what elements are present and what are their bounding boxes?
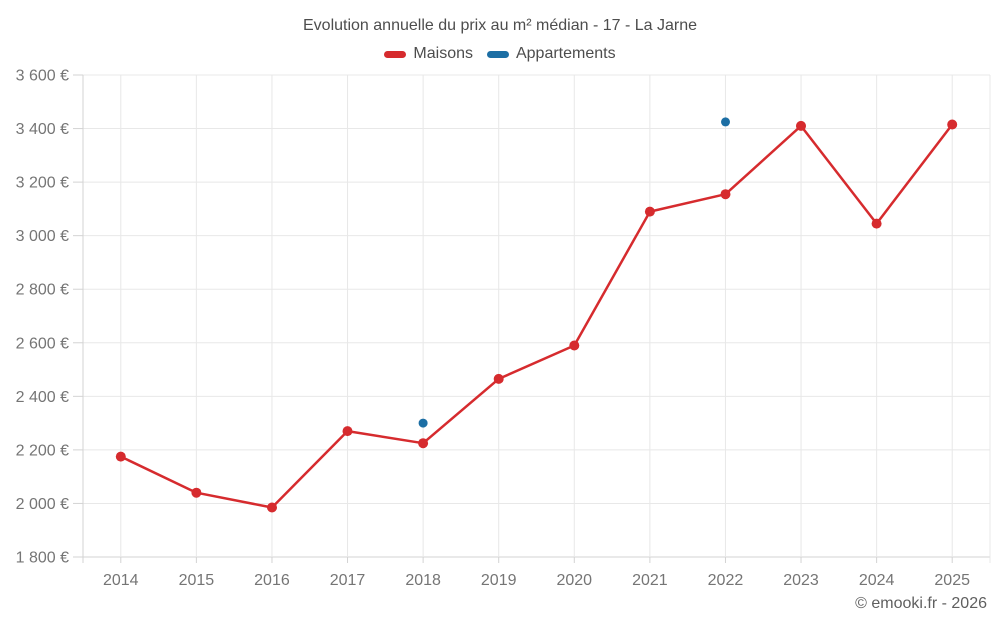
y-axis-label: 2 800 € [16, 282, 69, 299]
data-point-maisons-2015[interactable] [191, 487, 202, 498]
series-line-maisons [119, 123, 954, 509]
y-axis-label: 3 000 € [16, 228, 69, 245]
data-point-maisons-2017[interactable] [342, 426, 353, 437]
credit-text: © emooki.fr - 2026 [855, 595, 987, 612]
y-axis-label: 2 400 € [16, 389, 69, 406]
data-point-maisons-2014[interactable] [115, 451, 126, 462]
data-point-maisons-2024[interactable] [871, 218, 882, 229]
chart-title: Evolution annuelle du prix au m² médian … [303, 17, 697, 34]
x-axis-label: 2015 [179, 572, 215, 589]
y-axis-label: 3 400 € [16, 121, 69, 138]
legend-label-maisons: Maisons [413, 45, 473, 62]
x-axis-label: 2017 [330, 572, 366, 589]
y-axis-label: 1 800 € [16, 550, 69, 567]
x-axis-label: 2024 [859, 572, 895, 589]
data-point-appartements-2022[interactable] [721, 117, 730, 127]
x-axis-label: 2020 [556, 572, 592, 589]
x-axis-label: 2023 [783, 572, 819, 589]
data-point-maisons-2018[interactable] [418, 438, 429, 449]
y-axis-label: 2 600 € [16, 335, 69, 352]
x-axis-label: 2019 [481, 572, 517, 589]
x-axis-label: 2018 [405, 572, 441, 589]
legend-label-appartements: Appartements [515, 45, 616, 62]
appartements-swatch-icon [486, 50, 509, 58]
maisons-swatch-icon [384, 50, 407, 58]
chart-legend: Maisons Appartements [0, 45, 1000, 63]
data-point-maisons-2019[interactable] [493, 373, 504, 384]
y-axis-label: 3 200 € [16, 175, 69, 192]
data-point-maisons-2021[interactable] [644, 206, 655, 217]
data-point-maisons-2016[interactable] [267, 502, 277, 513]
data-point-maisons-2022[interactable] [720, 189, 731, 200]
x-axis-label: 2021 [632, 572, 668, 589]
x-axis-label: 2025 [934, 572, 970, 589]
y-axis-label: 2 200 € [16, 442, 69, 459]
data-point-maisons-2025[interactable] [947, 119, 958, 130]
x-axis-label: 2022 [708, 572, 744, 589]
data-point-maisons-2020[interactable] [569, 340, 580, 351]
x-axis-label: 2016 [254, 572, 290, 589]
y-axis-label: 3 600 € [16, 68, 69, 85]
x-axis-label: 2014 [103, 572, 139, 589]
data-point-maisons-2023[interactable] [796, 120, 806, 131]
legend-item-appartements[interactable]: Appartements [486, 45, 616, 63]
legend-item-maisons[interactable]: Maisons [384, 45, 473, 63]
y-axis-label: 2 000 € [16, 496, 69, 513]
data-point-appartements-2018[interactable] [418, 418, 428, 428]
